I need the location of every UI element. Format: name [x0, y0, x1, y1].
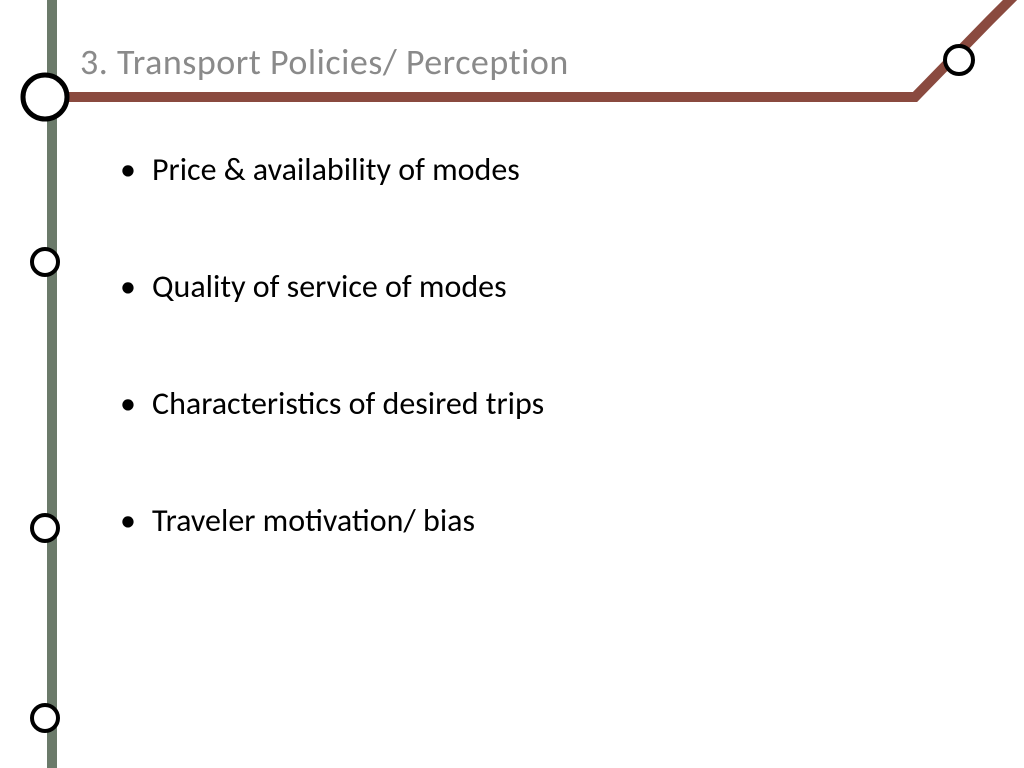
slide-title: 3. Transport Policies/ Perception	[80, 40, 569, 84]
station-left-1	[32, 249, 58, 275]
station-left-2	[32, 515, 58, 541]
station-left-3	[32, 705, 58, 731]
station-main	[23, 75, 67, 119]
bullet-item: Traveler motivation/ bias	[120, 501, 920, 540]
bullet-item: Quality of service of modes	[120, 267, 920, 306]
bullet-item: Price & availability of modes	[120, 150, 920, 189]
bullet-list: Price & availability of modes Quality of…	[120, 150, 920, 618]
bullet-item: Characteristics of desired trips	[120, 384, 920, 423]
slide-canvas: 3. Transport Policies/ Perception Price …	[0, 0, 1024, 768]
station-top-right	[945, 46, 973, 74]
